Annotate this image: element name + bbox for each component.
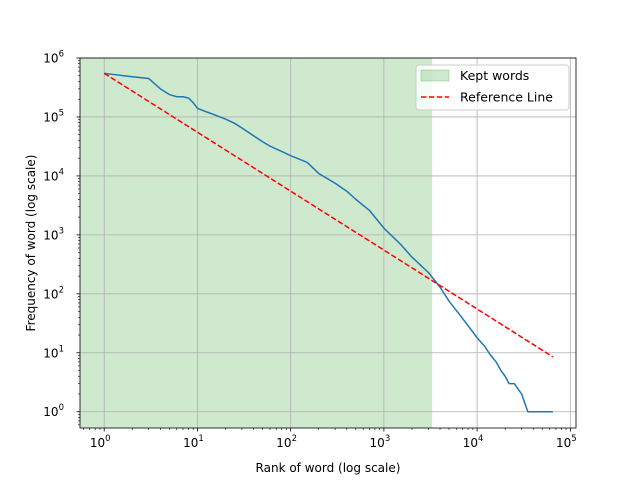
legend-kept-words-swatch: [420, 69, 450, 82]
legend-reference-line-label: Reference Line: [460, 90, 553, 105]
shade-layer: [80, 58, 433, 428]
plot-frame: [79, 57, 577, 429]
y-axis-label: Frequency of word (log scale): [24, 155, 38, 332]
kept-words-region: [80, 58, 433, 428]
x-axis-label: Rank of word (log scale): [256, 461, 401, 475]
reference-line: [103, 72, 554, 358]
grid-layer: [80, 57, 576, 428]
legend-kept-words-label: Kept words: [460, 68, 529, 83]
legend-frame: [415, 64, 570, 111]
series-layer: [103, 72, 554, 413]
frequency-line: [104, 72, 553, 413]
legend: Kept words Reference Line: [415, 64, 570, 111]
